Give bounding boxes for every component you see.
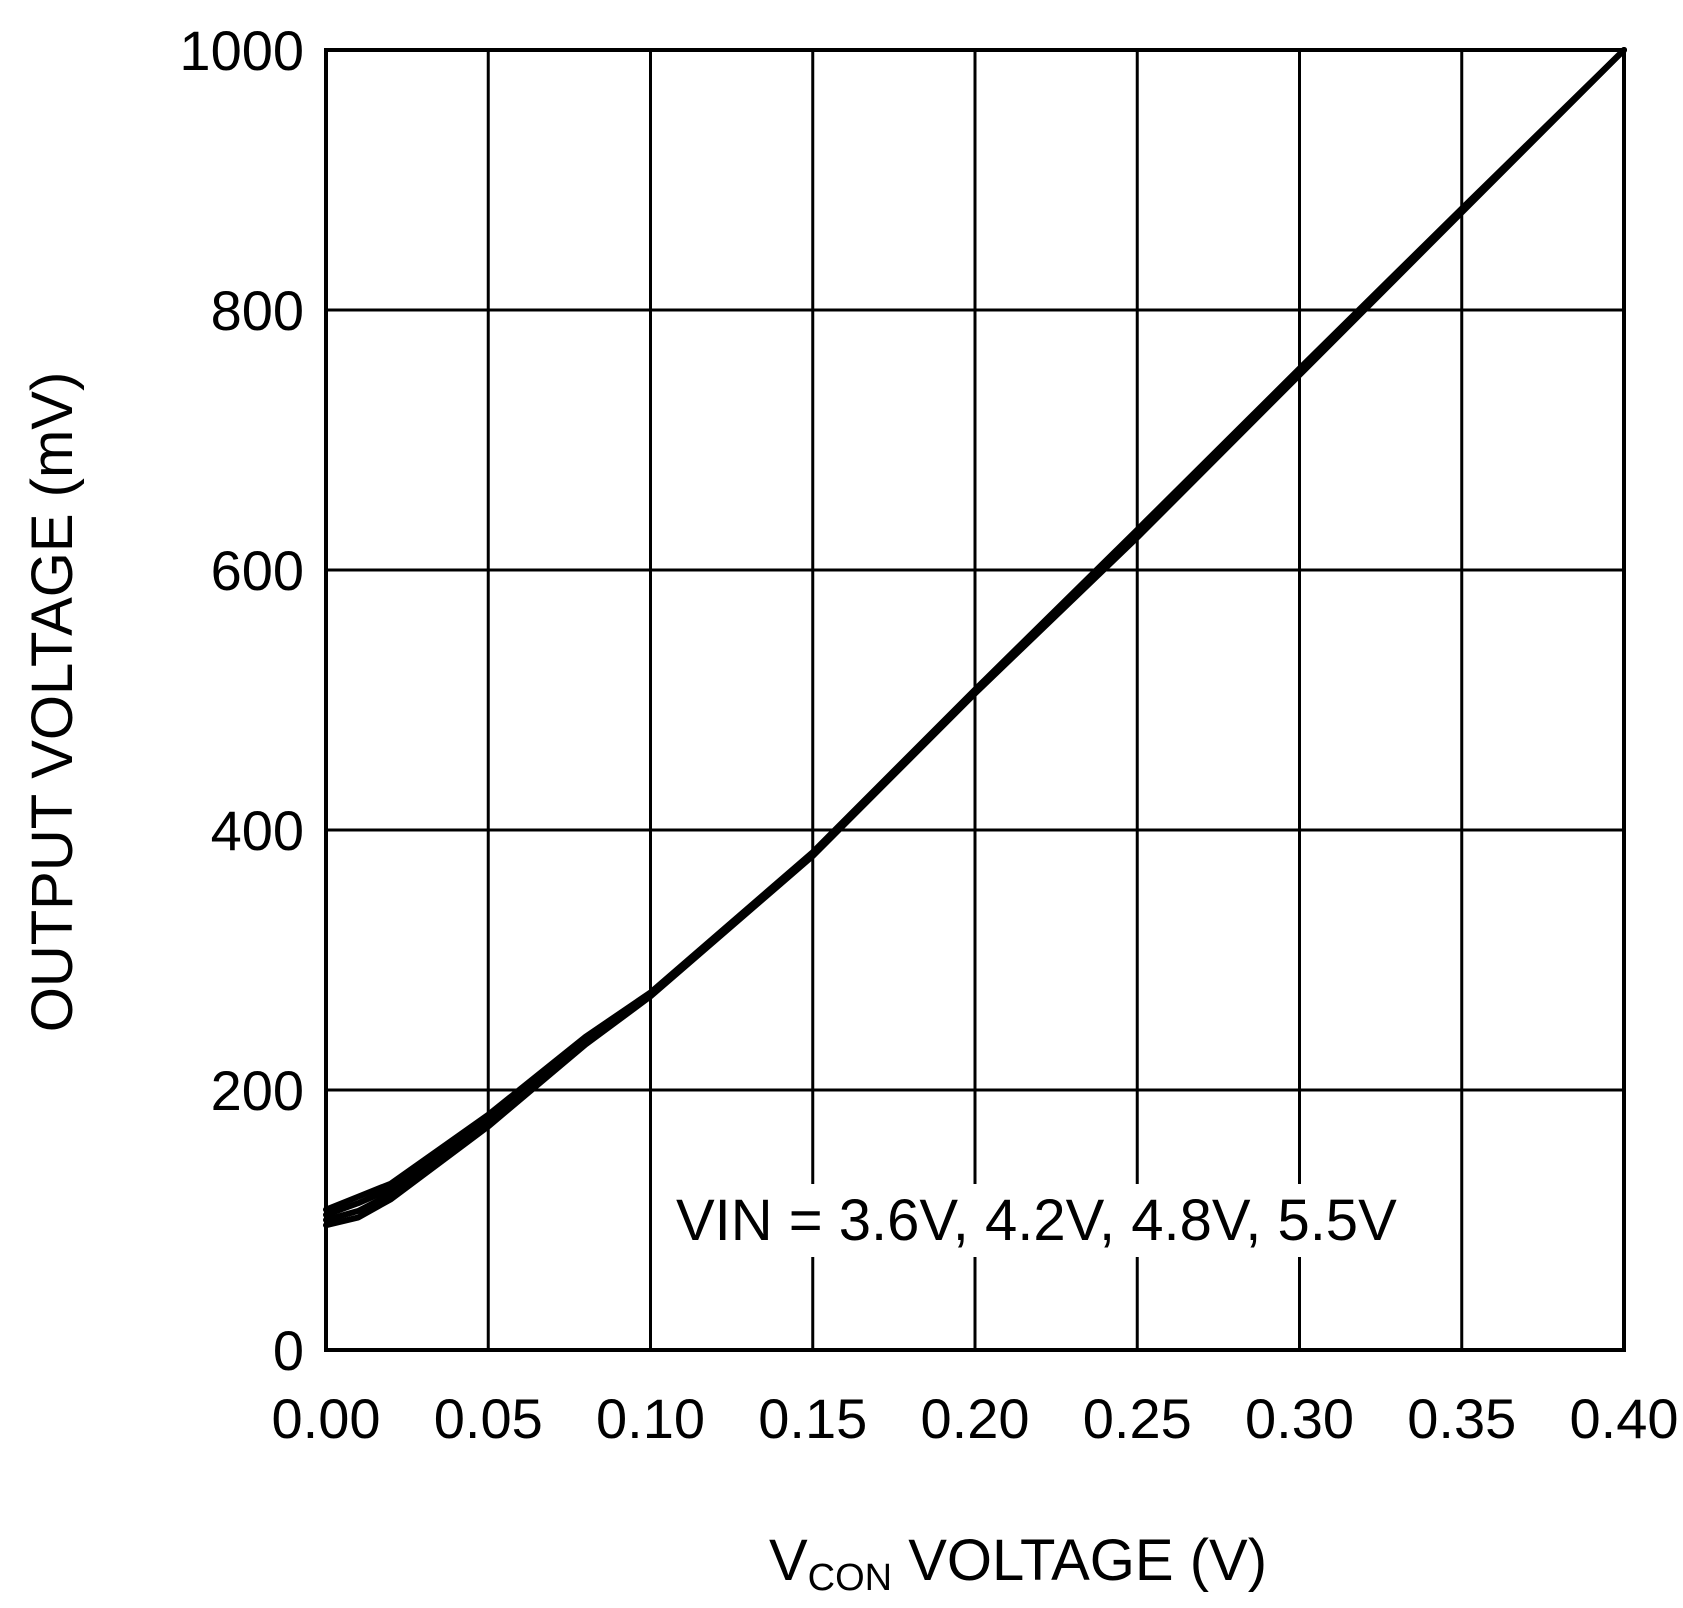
x-axis-label-rest: VOLTAGE (V) xyxy=(892,1528,1267,1593)
x-tick-label: 0.00 xyxy=(272,1387,381,1450)
annotation-background xyxy=(668,1184,1406,1257)
x-axis-label-subscript: CON xyxy=(808,1557,892,1599)
y-tick-label: 1000 xyxy=(179,19,304,82)
x-tick-label: 0.20 xyxy=(921,1387,1030,1450)
x-tick-labels: 0.00 0.05 0.10 0.15 0.20 0.25 0.30 0.35 0.40 xyxy=(272,1387,1679,1450)
x-tick-label: 0.30 xyxy=(1245,1387,1354,1450)
plot-frame xyxy=(324,48,1626,1352)
series-group xyxy=(323,47,1627,1229)
y-tick-label: 400 xyxy=(211,799,304,862)
vin-annotation: VIN = 3.6V, 4.2V, 4.8V, 5.5V xyxy=(676,1188,1397,1253)
x-tick-label: 0.40 xyxy=(1570,1387,1679,1450)
x-axis-label: VCON VOLTAGE (V) xyxy=(769,1528,1267,1599)
x-tick-label: 0.35 xyxy=(1407,1387,1516,1450)
grid xyxy=(324,48,1626,1352)
x-tick-label: 0.15 xyxy=(758,1387,867,1450)
series-line-5-5v xyxy=(323,47,1627,1213)
y-tick-label: 600 xyxy=(211,539,304,602)
y-tick-labels: 0 200 400 600 800 1000 xyxy=(179,19,304,1382)
x-tick-label: 0.05 xyxy=(434,1387,543,1450)
y-tick-label: 800 xyxy=(211,279,304,342)
x-tick-label: 0.25 xyxy=(1083,1387,1192,1450)
y-axis-label: OUTPUT VOLTAGE (mV) xyxy=(20,372,85,1033)
x-tick-label: 0.10 xyxy=(596,1387,705,1450)
y-tick-label: 200 xyxy=(211,1059,304,1122)
x-axis-label-main: V xyxy=(769,1528,808,1593)
y-tick-label: 0 xyxy=(273,1319,304,1382)
